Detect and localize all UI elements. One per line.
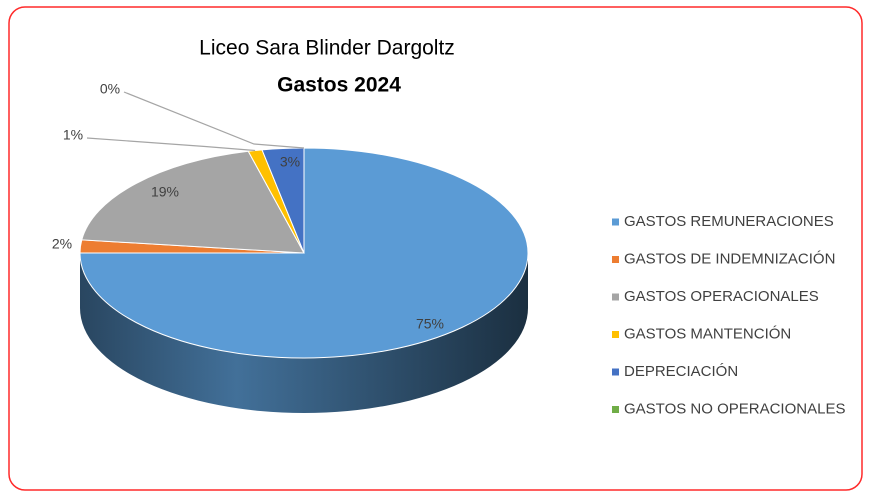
chart-title: Liceo Sara Blinder Dargoltz	[199, 37, 455, 60]
slice-side	[80, 253, 528, 413]
data-label: 2%	[52, 236, 72, 252]
pie-tops	[79, 147, 529, 359]
data-label: 75%	[416, 316, 444, 332]
data-label: 3%	[280, 154, 300, 170]
legend-label: GASTOS OPERACIONALES	[624, 288, 819, 305]
pie	[79, 147, 529, 413]
legend-label: GASTOS MANTENCIÓN	[624, 325, 791, 342]
legend-swatch	[612, 218, 619, 226]
legend-swatch	[612, 406, 619, 413]
leader-line	[123, 91, 305, 149]
legend: GASTOS REMUNERACIONES GASTOS DE INDEMNIZA…	[612, 213, 845, 417]
slice	[81, 150, 305, 254]
leader-line	[86, 137, 256, 152]
chart-subtitle: Gastos 2024	[277, 74, 401, 97]
legend-label: GASTOS REMUNERACIONES	[624, 213, 834, 230]
legend-label: DEPRECIACIÓN	[624, 363, 738, 380]
legend-swatch	[612, 368, 619, 376]
legend-swatch	[612, 256, 619, 263]
data-label: 19%	[151, 184, 179, 200]
legend-label: GASTOS DE INDEMNIZACIÓN	[624, 250, 835, 267]
pie-sides	[80, 253, 528, 413]
data-label: 1%	[63, 127, 83, 143]
data-label: 0%	[100, 81, 120, 97]
legend-swatch	[612, 293, 619, 301]
legend-swatch	[612, 331, 619, 338]
legend-label: GASTOS NO OPERACIONALES	[624, 400, 845, 417]
slice	[79, 147, 529, 359]
